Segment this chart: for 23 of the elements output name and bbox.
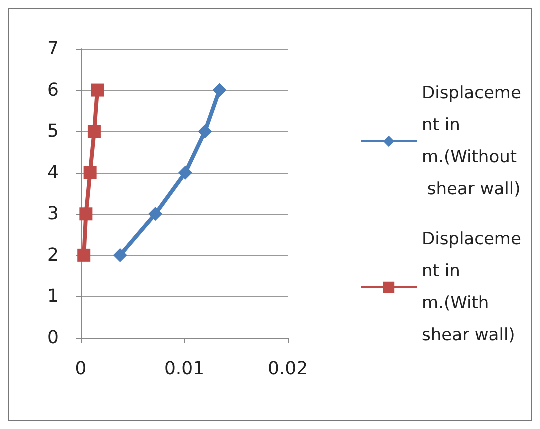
y-tick-label: 6 xyxy=(48,80,59,101)
y-tick-label: 5 xyxy=(48,121,59,142)
point xyxy=(113,248,128,262)
x-tick-label: 0 xyxy=(75,358,87,380)
y-tick-label: 2 xyxy=(48,244,59,266)
point xyxy=(78,248,91,262)
point xyxy=(212,83,227,98)
point xyxy=(148,207,163,222)
y-tick-label: 4 xyxy=(48,162,59,184)
x-tick-label: 0.02 xyxy=(268,358,308,380)
y-tick-label: 7 xyxy=(48,38,59,60)
point xyxy=(88,125,101,138)
point xyxy=(198,124,212,139)
point xyxy=(84,166,97,180)
x-tick-label: 0.01 xyxy=(164,358,205,380)
point xyxy=(178,166,193,180)
point xyxy=(91,84,104,97)
legend-label: Displacement in m.(Without shear wall) xyxy=(422,84,522,200)
point xyxy=(80,208,93,221)
legend-label: Displacement in m.(With shear wall) xyxy=(422,230,522,346)
y-tick-label: 3 xyxy=(48,204,59,225)
y-tick-label: 1 xyxy=(48,286,59,308)
y-tick-label: 0 xyxy=(48,328,59,348)
